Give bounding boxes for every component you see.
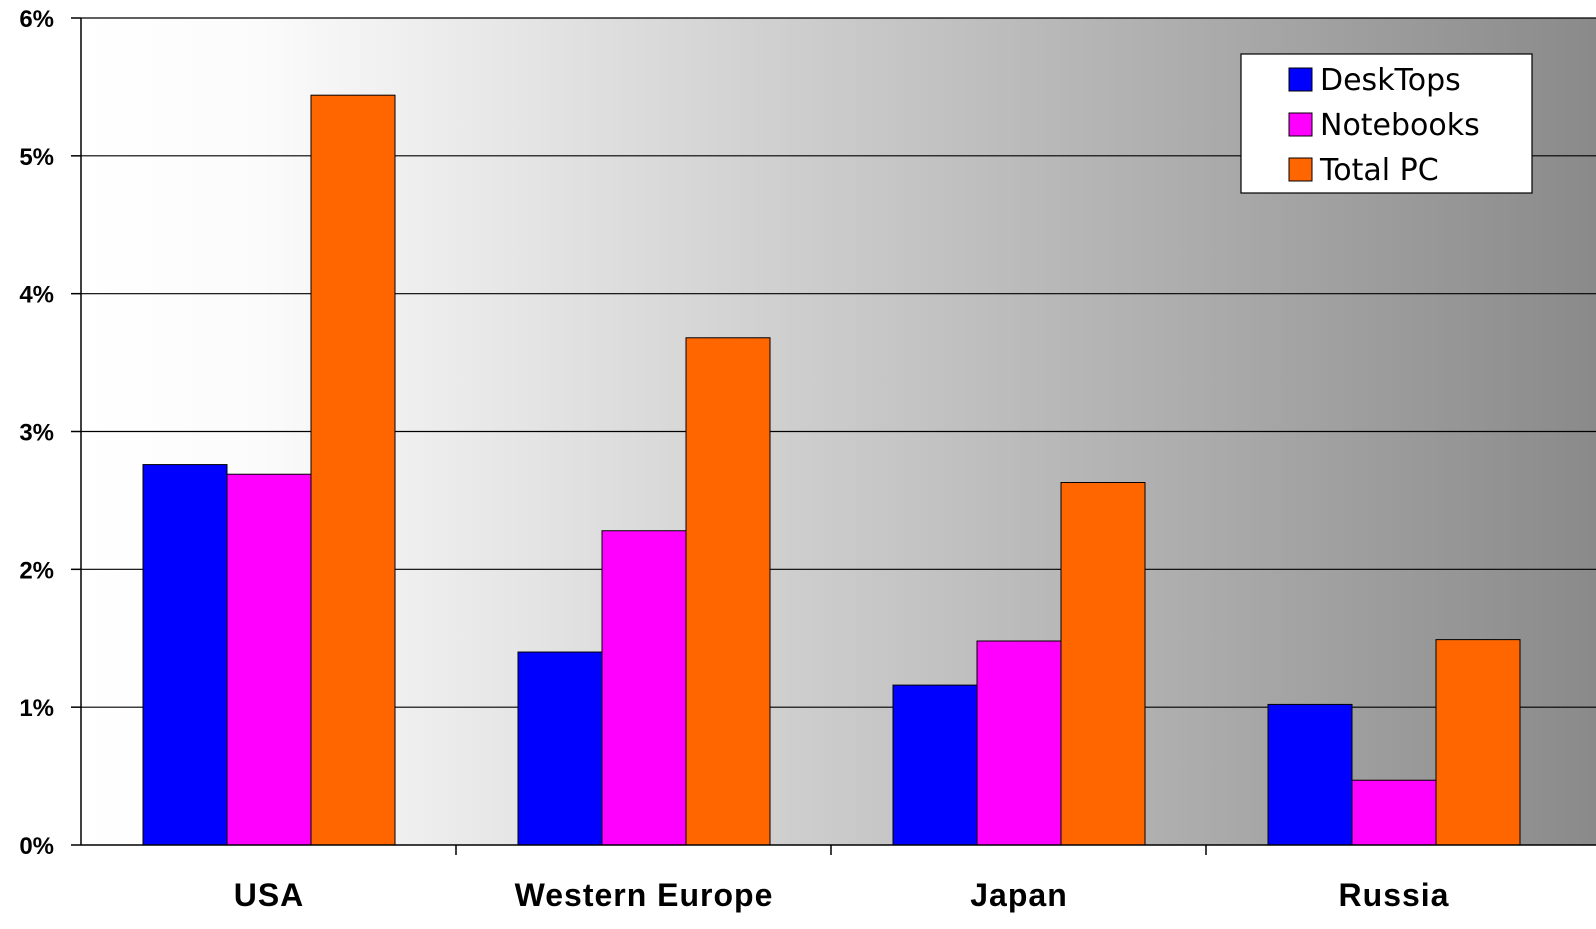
bar-notebooks-usa — [226, 473, 312, 846]
bar-notebooks-russia — [1351, 779, 1437, 846]
bar-total-pc-usa — [310, 94, 396, 846]
bar-total-pc-western-europe — [685, 337, 771, 846]
legend-label: DeskTops — [1320, 63, 1461, 98]
axes — [71, 17, 1596, 855]
y-tick-label: 0% — [19, 833, 54, 860]
legend-label: Total PC — [1319, 153, 1439, 188]
bars — [142, 94, 1521, 846]
y-tick-label: 2% — [19, 557, 54, 584]
bar-desktops-japan — [892, 684, 978, 846]
legend-swatch — [1288, 67, 1313, 92]
bar-desktops-usa — [142, 464, 228, 846]
bar-desktops-western-europe — [517, 651, 603, 846]
y-tick-label: 5% — [19, 144, 54, 171]
y-tick-label: 4% — [19, 282, 54, 309]
bar-total-pc-japan — [1060, 481, 1146, 846]
y-tick-labels: 0% 1% 2% 3% 4% 5% 6% — [19, 6, 54, 860]
legend-swatch — [1288, 112, 1313, 137]
bar-desktops-russia — [1267, 703, 1353, 846]
legend: DeskTops Notebooks Total PC — [1240, 53, 1533, 194]
bar-notebooks-western-europe — [601, 530, 687, 846]
x-tick-label: Russia — [1339, 877, 1450, 913]
bar-total-pc-russia — [1435, 639, 1521, 846]
x-tick-labels: USA Western Europe Japan Russia — [234, 877, 1450, 913]
legend-swatch — [1288, 157, 1313, 182]
y-tick-label: 3% — [19, 420, 54, 447]
x-tick-label: Japan — [970, 877, 1067, 913]
legend-label: Notebooks — [1320, 108, 1480, 143]
x-tick-label: USA — [234, 877, 305, 913]
bar-notebooks-japan — [976, 640, 1062, 846]
y-tick-label: 1% — [19, 695, 54, 722]
x-tick-label: Western Europe — [515, 877, 774, 913]
y-tick-label: 6% — [19, 6, 54, 33]
